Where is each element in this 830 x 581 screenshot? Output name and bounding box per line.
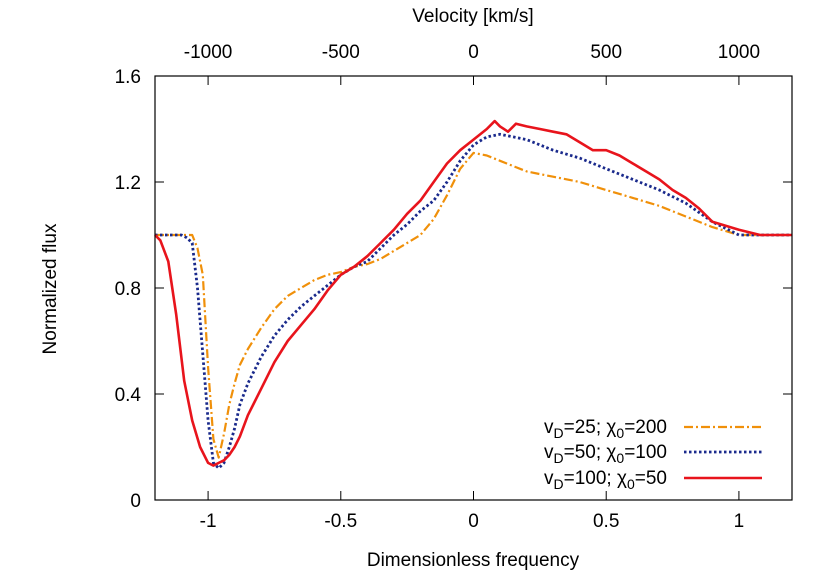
x-tick-label: 0.5 bbox=[593, 511, 619, 532]
top-axis-title: Velocity [km/s] bbox=[412, 6, 533, 27]
legend-text: =100; χ bbox=[564, 468, 627, 489]
legend-text: =25; χ bbox=[564, 417, 617, 438]
legend-label-1: vD=25; χ0=200 bbox=[544, 417, 667, 441]
legend-text: =50 bbox=[635, 468, 667, 489]
series-line-2 bbox=[155, 132, 792, 470]
x-tick-label: -1 bbox=[200, 511, 217, 532]
x-axis-title: Dimensionless frequency bbox=[367, 550, 580, 571]
y-axis-title: Normalized flux bbox=[40, 223, 61, 354]
y-tick-label: 0.4 bbox=[115, 385, 142, 406]
y-tick-label: 1.6 bbox=[115, 67, 141, 88]
legend-text: v bbox=[544, 442, 554, 463]
legend-subscript: D bbox=[554, 450, 564, 466]
x-tick-label: 0 bbox=[468, 511, 479, 532]
legend-subscript: 0 bbox=[627, 476, 635, 492]
legend-label-3: vD=100; χ0=50 bbox=[544, 468, 667, 492]
legend-text: =100 bbox=[624, 442, 667, 463]
y-tick-label: 1.2 bbox=[115, 173, 141, 194]
y-tick-label: 0.8 bbox=[115, 279, 141, 300]
y-tick-label: 0 bbox=[130, 491, 141, 512]
axis-tick-labels: -1 -0.5 0 0.5 1 -1000 -500 0 500 1000 0 0.4 0.8 1.2 1.… bbox=[115, 42, 760, 532]
top-tick-label: 1000 bbox=[718, 42, 760, 63]
legend-text: =50; χ bbox=[564, 442, 617, 463]
axis-ticks bbox=[155, 75, 792, 501]
legend-text: v bbox=[544, 468, 554, 489]
legend-text: =200 bbox=[624, 417, 667, 438]
legend-subscript: 0 bbox=[616, 425, 624, 441]
top-tick-label: -1000 bbox=[184, 42, 233, 63]
legend-subscript: D bbox=[554, 476, 564, 492]
legend-subscript: D bbox=[554, 425, 564, 441]
top-tick-label: 0 bbox=[468, 42, 479, 63]
series-lines bbox=[154, 119, 792, 470]
legend-label-2: vD=50; χ0=100 bbox=[544, 442, 667, 466]
top-tick-label: 500 bbox=[590, 42, 622, 63]
legend-subscript: 0 bbox=[616, 450, 624, 466]
top-tick-label: -500 bbox=[322, 42, 360, 63]
x-tick-label: 1 bbox=[734, 511, 745, 532]
x-tick-label: -0.5 bbox=[324, 511, 357, 532]
series-line-3 bbox=[154, 119, 792, 467]
legend-text: v bbox=[544, 417, 554, 438]
